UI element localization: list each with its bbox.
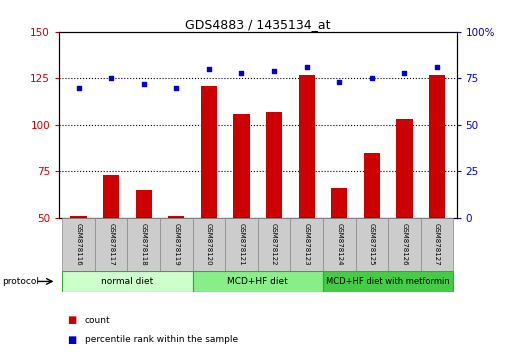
Bar [135,190,152,218]
Bar [168,216,185,218]
Bar [62,218,95,271]
Bar [388,218,421,271]
Text: MCD+HF diet: MCD+HF diet [227,277,288,286]
Point [335,79,343,85]
Point [270,68,278,74]
Point [238,70,246,76]
Text: ■: ■ [67,335,76,345]
Point [140,81,148,87]
Bar [103,175,120,218]
Bar [95,218,127,271]
Text: percentile rank within the sample: percentile rank within the sample [85,335,238,344]
Bar [356,218,388,271]
Point [205,66,213,72]
Text: GSM878119: GSM878119 [173,223,180,266]
Bar [290,218,323,271]
Bar [421,218,453,271]
Bar [225,218,258,271]
Text: GSM878126: GSM878126 [402,223,407,266]
Bar [258,218,290,271]
Point [74,85,83,91]
Bar [299,75,315,218]
Point [303,64,311,70]
Text: GSM878118: GSM878118 [141,223,147,266]
Text: GSM878123: GSM878123 [304,223,310,266]
Text: GSM878122: GSM878122 [271,223,277,266]
Text: protocol: protocol [3,277,40,286]
Bar [160,218,192,271]
Bar [331,188,347,218]
Bar [70,216,87,218]
Bar [201,86,217,218]
Text: normal diet: normal diet [101,277,153,286]
Bar [192,271,323,292]
Text: GSM878125: GSM878125 [369,223,375,266]
Bar [62,271,192,292]
Bar [323,271,453,292]
Text: GSM878116: GSM878116 [75,223,82,266]
Bar [396,119,412,218]
Text: MCD+HF diet with metformin: MCD+HF diet with metformin [326,277,450,286]
Point [172,85,181,91]
Text: GSM878124: GSM878124 [336,223,342,266]
Bar [127,218,160,271]
Bar [323,218,356,271]
Text: GSM878117: GSM878117 [108,223,114,266]
Text: GSM878121: GSM878121 [239,223,245,266]
Bar [233,114,250,218]
Point [107,75,115,81]
Title: GDS4883 / 1435134_at: GDS4883 / 1435134_at [185,18,330,31]
Bar [266,112,282,218]
Point [368,75,376,81]
Bar [429,75,445,218]
Text: GSM878120: GSM878120 [206,223,212,266]
Text: count: count [85,316,110,325]
Text: GSM878127: GSM878127 [434,223,440,266]
Bar [192,218,225,271]
Text: ■: ■ [67,315,76,325]
Bar [364,153,380,218]
Point [400,70,408,76]
Point [433,64,441,70]
